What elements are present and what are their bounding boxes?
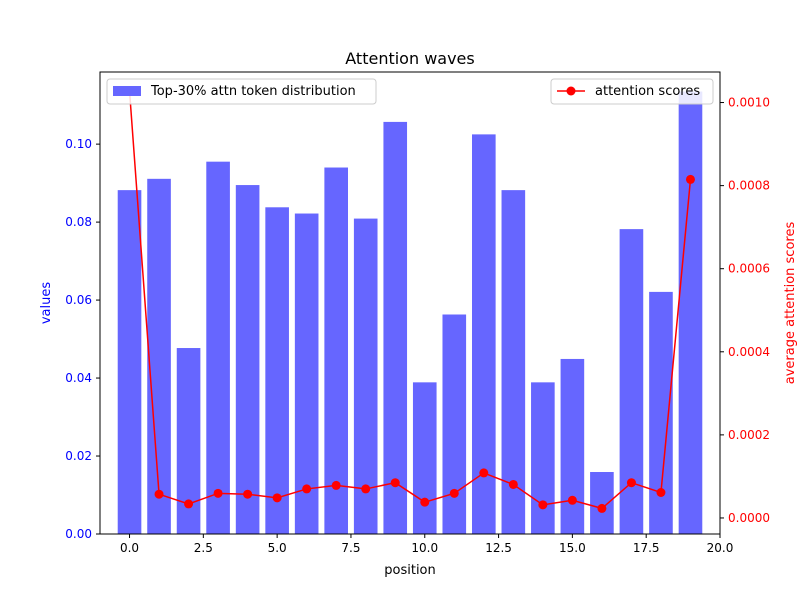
bar-18	[649, 291, 673, 534]
attention-line	[128, 90, 692, 510]
line-point-2	[184, 499, 194, 509]
legend-bar-frame	[106, 78, 377, 105]
bar-1	[147, 178, 171, 534]
x-tick-label-8: 20.0	[707, 541, 734, 555]
x-tick-label-5: 12.5	[485, 541, 512, 555]
legend-line-label: attention scores	[595, 84, 700, 99]
plot-area-frame	[99, 71, 721, 535]
bar-12	[472, 134, 496, 534]
bar-2	[176, 348, 201, 534]
y-axis-left: 0.00 0.02 0.04 0.06 0.08 0.10	[65, 137, 100, 541]
y-right-tick-label-3: 0.0006	[728, 262, 770, 276]
x-tick-label-2: 5.0	[268, 541, 287, 555]
legend-line-marker	[566, 86, 576, 96]
line-point-8	[361, 484, 371, 494]
bar-0	[117, 190, 142, 534]
line-point-9	[390, 478, 400, 488]
y-right-tick-label-1: 0.0002	[728, 428, 770, 442]
y-left-tick-label-0: 0.00	[65, 527, 92, 541]
y-axis-right-label: average attention scores	[783, 222, 798, 385]
x-tick-label-6: 15.0	[559, 541, 586, 555]
line-point-3	[213, 488, 223, 498]
bar-11	[442, 314, 467, 534]
line-point-7	[331, 480, 341, 490]
legend-bar: Top-30% attn token distribution	[106, 78, 377, 105]
legend-bar-swatch	[113, 86, 141, 96]
x-tick-label-4: 10.0	[411, 541, 438, 555]
bar-16	[590, 472, 614, 534]
bar-5	[265, 207, 289, 534]
chart-title: Attention waves	[345, 49, 474, 68]
line-point-13	[508, 479, 518, 489]
bar-3	[206, 161, 230, 534]
x-axis-label: position	[384, 563, 436, 578]
legend-bar-label: Top-30% attn token distribution	[150, 84, 356, 99]
y-left-tick-label-1: 0.02	[65, 449, 92, 463]
y-left-tick-label-2: 0.04	[65, 371, 92, 385]
line-point-1	[154, 489, 164, 499]
legend-line-frame	[550, 78, 714, 105]
y-right-tick-label-5: 0.0010	[728, 96, 770, 110]
x-tick-label-7: 17.5	[633, 541, 660, 555]
bar-10	[412, 382, 437, 534]
bar-19	[678, 91, 703, 535]
line-point-10	[420, 497, 430, 507]
bar-14	[531, 382, 555, 534]
bar-7	[324, 167, 348, 534]
line-point-4	[243, 489, 253, 499]
line-point-15	[567, 495, 577, 505]
y-right-tick-label-2: 0.0004	[728, 345, 770, 359]
line-point-14	[538, 500, 548, 510]
y-right-tick-label-4: 0.0008	[728, 179, 770, 193]
bar-13	[501, 190, 526, 534]
bar-8	[353, 218, 378, 534]
y-axis-left-label: values	[39, 282, 54, 325]
y-left-tick-label-5: 0.10	[65, 137, 92, 151]
line-point-17	[626, 478, 636, 488]
x-axis: 0.0 2.5 5.0 7.5 10.0 12.5 15.0 17.5 20.0	[120, 534, 733, 555]
y-axis-right: 0.0000 0.0002 0.0004 0.0006 0.0008 0.0010	[720, 96, 770, 525]
bar-series	[117, 91, 703, 535]
bar-4	[235, 185, 260, 534]
line-point-16	[597, 503, 607, 513]
y-left-tick-label-4: 0.08	[65, 215, 92, 229]
line-point-5	[272, 493, 282, 503]
x-tick-label-3: 7.5	[341, 541, 360, 555]
x-tick-label-1: 2.5	[194, 541, 213, 555]
bar-15	[560, 358, 585, 534]
y-right-tick-label-0: 0.0000	[728, 511, 770, 525]
line-point-6	[302, 484, 312, 494]
bar-6	[294, 213, 319, 534]
line-point-11	[449, 488, 459, 498]
line-point-19	[685, 174, 695, 184]
y-left-tick-label-3: 0.06	[65, 293, 92, 307]
legend-line: attention scores	[550, 78, 714, 105]
line-point-18	[656, 487, 666, 497]
line-point-12	[479, 468, 489, 478]
bar-9	[383, 121, 408, 534]
x-tick-label-0: 0.0	[120, 541, 139, 555]
bar-17	[619, 229, 644, 534]
